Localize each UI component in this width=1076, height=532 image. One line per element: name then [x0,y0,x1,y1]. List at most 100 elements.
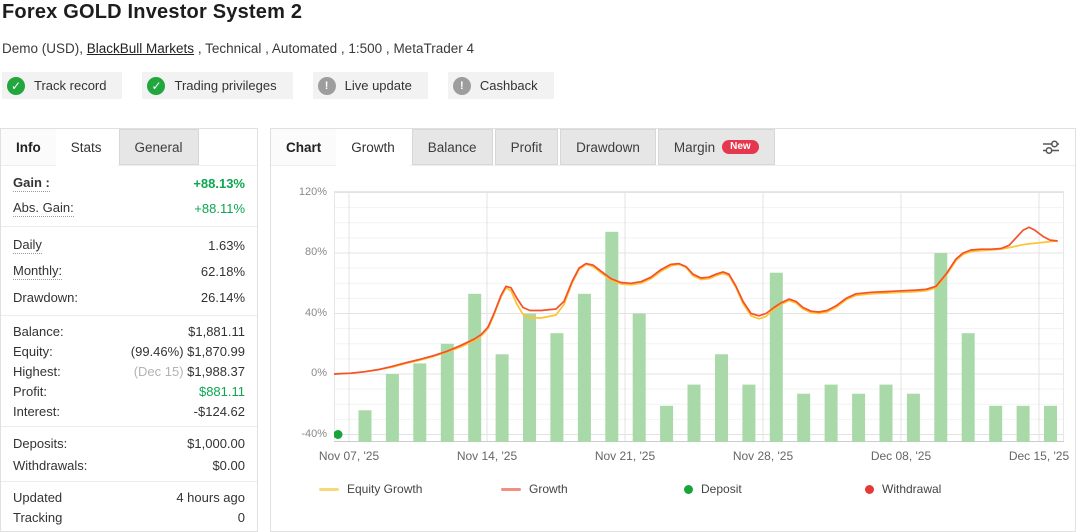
tab-label: General [134,139,183,155]
stat-row-tracking: Tracking 0 [1,507,257,527]
badge-trading-privileges[interactable]: ✓ Trading privileges [142,72,293,99]
growth-bar [413,363,427,442]
stat-label: Equity: [13,343,53,359]
tab-label: Drawdown [576,139,640,155]
broker-link[interactable]: BlackBull Markets [86,41,195,56]
growth-bar [358,410,372,442]
stat-row-highest: Highest: (Dec 15) $1,988.37 [1,361,257,381]
stat-label[interactable]: Monthly: [13,262,63,280]
x-axis-label: Nov 14, '25 [456,449,518,463]
tab-chart[interactable]: Chart [271,129,337,165]
x-axis-label: Dec 08, '25 [870,449,932,463]
growth-bar [989,405,1003,442]
legend-label: Withdrawal [882,482,942,496]
legend-equity-growth[interactable]: Equity Growth [319,482,422,496]
badge-label: Trading privileges [174,78,277,93]
stat-row-withdrawals: Withdrawals: $0.00 [1,454,257,476]
growth-bar [385,374,399,442]
stat-value: 4 hours ago [176,489,245,505]
growth-bar [687,384,701,442]
badge-label: Cashback [479,78,538,93]
deposit-marker [333,430,343,439]
growth-bar [879,384,893,442]
stat-row-updated: Updated 4 hours ago [1,487,257,507]
stat-value: 62.18% [200,263,245,279]
tab-info[interactable]: Info [1,129,56,165]
y-axis-label: 40% [304,306,327,319]
stat-row-balance: Balance: $1,881.11 [1,321,257,341]
stat-value: -$124.62 [193,403,245,419]
tab-drawdown[interactable]: Drawdown [560,129,656,165]
tab-stats[interactable]: Stats [55,129,117,166]
growth-bar [632,313,646,442]
badge-label: Track record [34,78,107,93]
equity-growth-line [333,240,1058,375]
account-subtitle: Demo (USD), BlackBull Markets , Technica… [2,41,474,56]
stat-label: Highest: [13,363,61,379]
x-axis-label: Nov 28, '25 [732,449,794,463]
stat-value: $1,000.00 [187,435,245,451]
stat-row-equity: Equity: (99.46%) $1,870.99 [1,341,257,361]
tab-label: Margin [673,139,716,155]
growth-bar [961,333,975,442]
stat-label: Updated [13,489,63,505]
chart-tabs: Chart Growth Balance Profit Drawdown Margin Ne… [271,129,1075,166]
stat-label: Balance: [13,323,64,339]
tab-label: Stats [70,139,102,155]
y-axis-label: -40% [301,427,327,440]
stat-value: (Dec 15) $1,988.37 [133,363,245,379]
badge-live-update[interactable]: ! Live update [312,72,428,99]
stat-value: $0.00 [212,457,245,473]
tab-margin[interactable]: Margin New [657,129,775,165]
stat-label[interactable]: Abs. Gain: [13,200,74,217]
legend-deposit[interactable]: Deposit [684,482,742,496]
growth-bar [550,333,564,442]
tab-profit[interactable]: Profit [494,129,559,165]
exclamation-icon: ! [452,76,471,95]
check-icon: ✓ [7,76,25,95]
stat-row-drawdown: Drawdown: 26.14% [1,284,257,310]
stat-row-profit: Profit: $881.11 [1,381,257,401]
x-axis-label: Nov 07, '25 [318,449,380,463]
growth-plot-svg [333,191,1064,443]
legend-dot-swatch [684,484,693,494]
account-details: , Technical , Automated , 1:500 , MetaTr… [194,41,474,56]
tab-growth[interactable]: Growth [336,129,410,166]
stat-label[interactable]: Gain : [13,175,50,192]
stat-label: Drawdown: [13,289,79,305]
check-icon: ✓ [147,76,166,95]
stat-row-abs-gain: Abs. Gain: +88.11% [1,196,257,221]
y-axis-label: 80% [304,246,327,258]
stat-value: 1.63% [208,237,245,253]
tab-balance[interactable]: Balance [411,129,493,165]
growth-bar [523,313,536,442]
badge-label: Live update [344,78,412,93]
x-axis-label: Dec 15, '25 [1008,449,1070,463]
stats-section: Updated 4 hours ago Tracking 0 [1,481,257,532]
stat-value: $1,881.11 [188,323,245,339]
growth-bar [440,343,454,443]
stats-section: Daily 1.63% Monthly: 62.18% Drawdown: 26.14% [1,226,257,315]
growth-bar [1016,405,1030,442]
growth-bar [769,272,783,442]
new-badge: New [722,140,759,154]
legend-withdrawal[interactable]: Withdrawal [865,482,941,496]
tab-general[interactable]: General [118,129,199,165]
stat-value-prefix: (99.46%) [130,343,188,359]
page-header: Forex GOLD Investor System 2 Demo (USD),… [2,0,1074,99]
stat-value: 0 [237,509,245,525]
stat-row-interest: Interest: -$124.62 [1,401,257,421]
growth-bar [934,253,948,442]
growth-bar [906,393,920,442]
stat-row-gain: Gain : +88.13% [1,171,257,196]
stats-section: Balance: $1,881.11 Equity: (99.46%) $1,870.… [1,315,257,426]
growth-bar [852,393,866,442]
legend-label: Deposit [701,482,742,496]
chart-settings-button[interactable] [1039,137,1063,161]
badge-track-record[interactable]: ✓ Track record [2,72,123,99]
stat-value: +88.13% [193,176,245,191]
legend-growth[interactable]: Growth [501,482,568,496]
badge-cashback[interactable]: ! Cashback [447,72,554,99]
stat-label[interactable]: Daily [13,236,42,254]
growth-bar [660,405,674,442]
